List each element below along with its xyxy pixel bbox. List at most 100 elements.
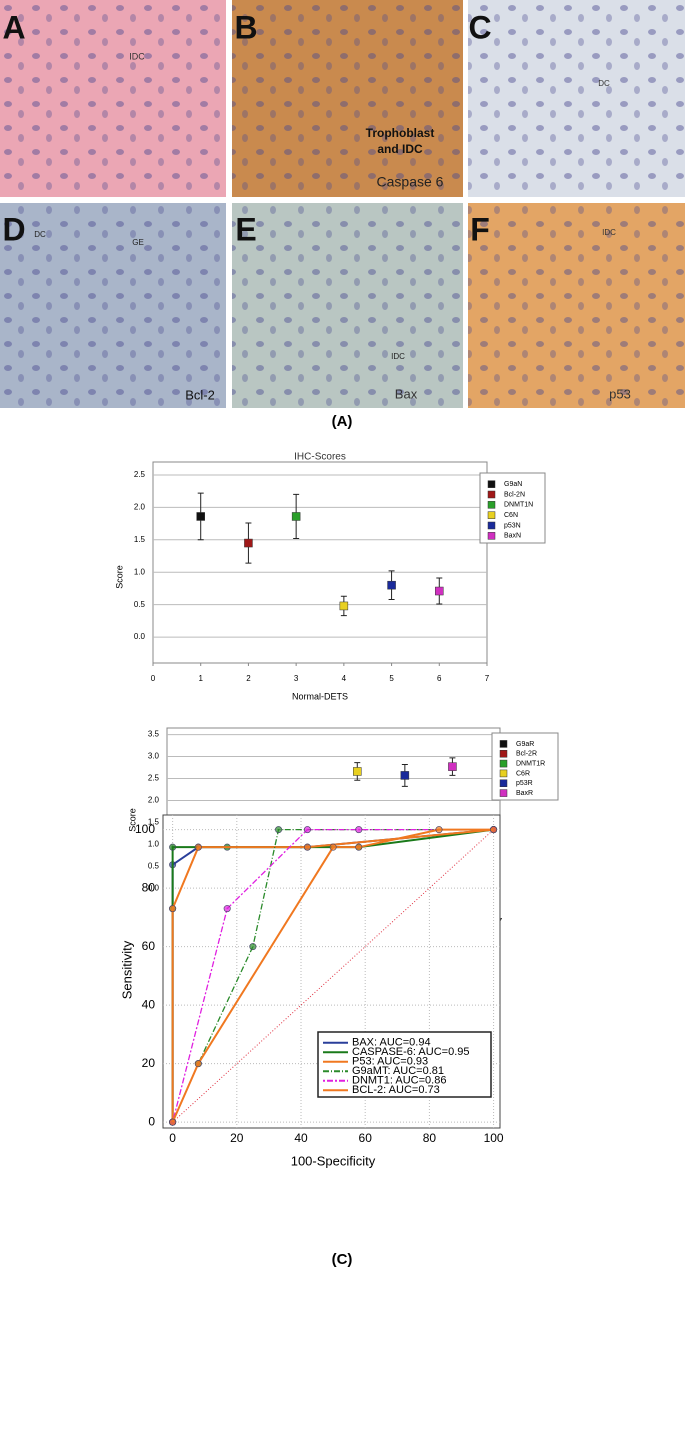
roc-point	[303, 826, 311, 834]
x-tick-label: 7	[485, 674, 490, 683]
roc-point	[169, 905, 177, 913]
panel-label: C	[468, 9, 491, 45]
legend-label: p53N	[504, 522, 521, 529]
y-tick-label: 3.5	[148, 730, 160, 739]
roc-point	[355, 843, 363, 851]
roc-point	[275, 826, 283, 834]
x-tick-label: 6	[437, 674, 442, 683]
point	[353, 767, 362, 776]
y-tick-label: 1.5	[134, 535, 146, 544]
x-tick-label: 2	[246, 674, 251, 683]
micrograph-texture	[0, 203, 226, 408]
panel-annotation: DC	[34, 230, 46, 239]
legend-label: BAX: AUC=0.94	[352, 1037, 431, 1049]
roc-point	[490, 826, 498, 834]
chart-title: IHC-Scores	[294, 452, 346, 463]
legend-label: P53: AUC=0.93	[352, 1056, 428, 1068]
legend-swatch	[487, 532, 496, 540]
y-axis-label: Score	[127, 808, 137, 832]
legend-swatch	[487, 490, 496, 499]
x-tick-label: 80	[423, 1131, 437, 1145]
roc-point	[223, 905, 231, 913]
y-tick-label: 1.0	[134, 567, 146, 576]
legend-label: G9aMT: AUC=0.81	[352, 1065, 444, 1077]
legend-swatch	[487, 480, 496, 488]
y-tick-label: 0.0	[134, 632, 146, 641]
figure-label: (C)	[332, 1251, 353, 1268]
point	[339, 601, 349, 611]
y-axis-label: Sensitivity	[119, 940, 134, 999]
legend-label: Bcl-2N	[504, 491, 525, 498]
roc-point	[169, 1118, 177, 1126]
legend-swatch	[487, 501, 496, 509]
legend-label: p53R	[516, 780, 533, 787]
y-tick-label: 2.5	[148, 774, 160, 783]
x-tick-label: 100	[484, 1131, 504, 1145]
x-axis-label: Normal-DETS	[292, 691, 348, 701]
micrograph-texture	[232, 203, 463, 408]
legend-label: BaxR	[516, 790, 533, 797]
y-tick-label: 1.0	[148, 839, 160, 848]
x-tick-label: 40	[294, 1131, 308, 1145]
roc-point	[194, 843, 202, 851]
point	[244, 538, 253, 548]
legend-label: BCL-2: AUC=0.73	[352, 1084, 440, 1096]
y-axis-label: Score	[114, 565, 124, 589]
legend-swatch	[499, 789, 508, 797]
point	[448, 762, 457, 771]
legend-label: DNMT1N	[504, 502, 533, 509]
panel-annotation: IDC	[602, 228, 616, 237]
panel-annotation: GE	[132, 238, 144, 247]
x-tick-label: 3	[294, 674, 299, 683]
y-tick-label: 20	[142, 1056, 156, 1070]
legend-label: C6R	[516, 770, 530, 777]
panel-annotation: Bcl-2	[185, 387, 215, 402]
point	[400, 771, 410, 780]
roc-point	[355, 826, 363, 834]
point	[196, 512, 205, 521]
roc-line	[171, 828, 494, 1123]
panel-label: B	[234, 9, 257, 45]
y-tick-label: 0.5	[148, 861, 160, 870]
y-tick-label: 2.0	[148, 796, 160, 805]
legend-label: DNMT1R	[516, 760, 545, 767]
micrograph-texture	[468, 0, 685, 197]
panel-label: F	[470, 211, 490, 247]
roc-point	[249, 943, 257, 951]
y-tick-label: 80	[142, 880, 156, 894]
panel-label: D	[2, 211, 25, 247]
y-tick-label: 1.5	[148, 817, 160, 826]
panel-annotation: IDC	[391, 352, 405, 361]
legend-label: G9aN	[504, 481, 522, 488]
y-tick-label: 40	[142, 997, 156, 1011]
roc-point	[303, 843, 311, 851]
roc-point	[194, 1060, 202, 1068]
legend-label: C6N	[504, 512, 518, 519]
panel-annotation: IDC	[129, 51, 145, 61]
y-tick-label: 0	[148, 1114, 155, 1128]
x-tick-label: 1	[198, 674, 203, 683]
y-tick-label: 2.5	[134, 470, 146, 479]
legend-label: G9aR	[516, 741, 534, 748]
point	[387, 580, 396, 590]
x-tick-label: 0	[169, 1131, 176, 1145]
point	[291, 512, 301, 521]
roc-point	[329, 843, 337, 851]
y-tick-label: 100	[135, 822, 155, 836]
point	[435, 586, 444, 596]
x-tick-label: 60	[359, 1131, 373, 1145]
legend-swatch	[499, 769, 508, 778]
y-tick-label: 0.0	[148, 883, 160, 892]
panel-annotation: and IDC	[377, 142, 423, 156]
legend-label: BaxN	[504, 533, 521, 540]
legend-label: Bcl-2R	[516, 751, 537, 758]
figure-label: (A)	[332, 413, 353, 430]
legend-swatch	[499, 779, 508, 787]
x-tick-label: 5	[389, 674, 394, 683]
roc-point	[435, 826, 443, 834]
micrograph-texture	[468, 203, 685, 408]
legend-swatch	[499, 750, 508, 758]
legend-swatch	[487, 511, 496, 519]
